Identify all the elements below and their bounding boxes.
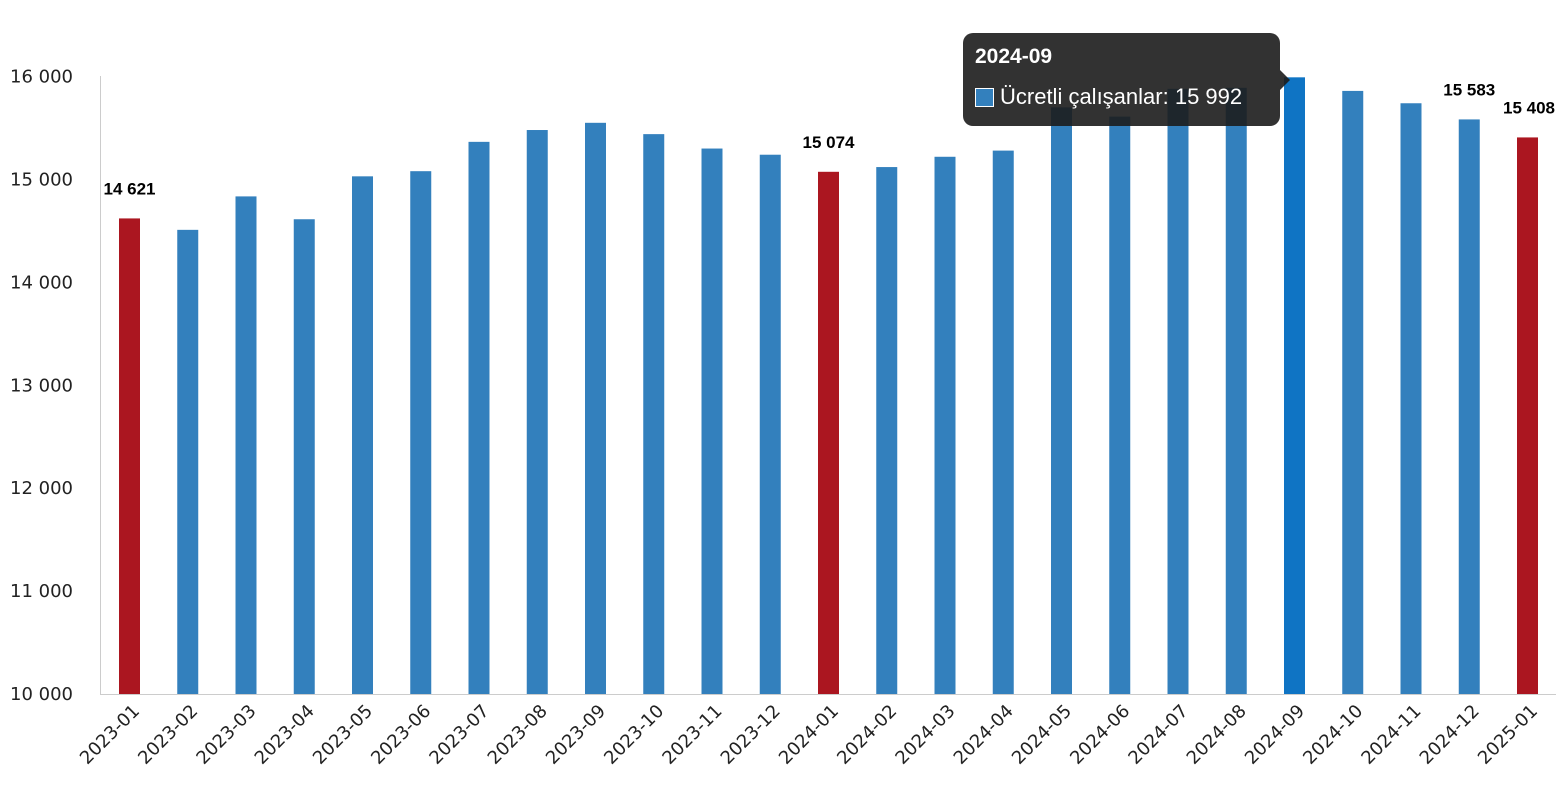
x-tick-label: 2024-11 [1357,701,1425,769]
bar-2024-09[interactable] [1284,77,1305,694]
x-tick-label: 2023-11 [658,701,726,769]
bar-2023-12[interactable] [759,154,781,694]
tooltip-value: 15 992 [1174,84,1243,109]
x-tick-label: 2023-03 [192,701,260,769]
bar-2024-05[interactable] [1051,107,1072,694]
tooltip-separator: : [1162,84,1175,109]
bar-2024-11[interactable] [1400,103,1422,695]
x-tick-label: 2024-04 [950,701,1018,769]
bar-2023-01[interactable] [119,218,140,694]
x-tick-label: 2024-01 [775,701,843,769]
y-tick-label: 12 000 [10,478,73,499]
x-tick-label: 2025-01 [1474,701,1542,769]
bar-2023-08[interactable] [526,130,548,694]
x-tick-label: 2023-10 [600,701,668,769]
data-labels: 14 621 15 074 15 583 15 408 [104,80,1556,198]
x-tick-label: 2024-06 [1066,701,1134,769]
tooltip-series-label: Ücretli çalışanlar [1000,84,1163,109]
bar-2024-07[interactable] [1167,88,1189,695]
y-tick-label: 13 000 [10,375,73,396]
x-tick-label: 2023-04 [251,701,319,769]
bar-2024-08[interactable] [1225,87,1247,695]
bar-2023-04[interactable] [293,219,315,694]
tooltip-title: 2024-09 [975,45,1053,68]
x-tick-label: 2024-09 [1241,701,1309,769]
x-tick-label: 2023-08 [484,701,552,769]
x-tick-label: 2024-12 [1416,701,1484,769]
bar-2023-09[interactable] [585,122,606,694]
y-tick-label: 11 000 [10,581,73,602]
bar-2023-03[interactable] [235,196,257,694]
bars [119,77,1538,695]
x-tick-label: 2023-01 [76,701,144,769]
hover-tooltip: 2024-09 Ücretli çalışanlar: 15 992 [963,33,1290,126]
data-label-2024-12: 15 583 [1443,80,1495,99]
x-tick-label: 2023-06 [367,701,435,769]
x-tick-label: 2024-05 [1008,701,1076,769]
x-tick-label: 2024-02 [833,701,901,769]
bar-2024-12[interactable] [1458,119,1480,694]
bar-2023-11[interactable] [701,148,723,694]
bar-2024-01[interactable] [818,171,839,694]
x-tick-label: 2024-10 [1299,701,1367,769]
bar-2024-04[interactable] [992,150,1014,695]
bar-2024-10[interactable] [1342,90,1364,695]
bar-2023-02[interactable] [177,229,199,695]
bar-2023-06[interactable] [410,171,432,694]
x-tick-label: 2023-12 [717,701,785,769]
x-tick-label: 2023-07 [425,701,493,769]
x-axis-tick-labels: 2023-012023-022023-032023-042023-052023-… [76,701,1542,769]
data-label-2024-01: 15 074 [803,133,856,152]
bar-2024-02[interactable] [876,167,898,695]
bar-2023-07[interactable] [468,141,490,695]
data-label-2025-01: 15 408 [1503,98,1555,117]
data-label-2023-01: 14 621 [104,179,156,198]
tooltip-row: Ücretli çalışanlar: 15 992 [975,84,1268,110]
y-tick-label: 14 000 [10,272,73,293]
bar-2024-06[interactable] [1109,116,1131,694]
y-tick-label: 10 000 [10,684,73,705]
x-tick-label: 2023-05 [309,701,377,769]
x-tick-label: 2024-08 [1183,701,1251,769]
y-tick-label: 15 000 [10,169,73,190]
bar-2025-01[interactable] [1517,137,1538,695]
y-axis-tick-labels: 10 000 11 000 12 000 13 000 14 000 15 000 16 0… [10,67,73,706]
x-tick-label: 2024-03 [891,701,959,769]
tooltip-series-swatch [975,87,994,107]
x-tick-label: 2023-09 [542,701,610,769]
x-tick-label: 2023-02 [134,701,202,769]
bar-2023-10[interactable] [643,134,665,695]
bar-2024-03[interactable] [934,156,956,694]
bar-2023-05[interactable] [352,176,373,694]
x-tick-label: 2024-07 [1124,701,1192,769]
y-tick-label: 16 000 [10,67,73,88]
